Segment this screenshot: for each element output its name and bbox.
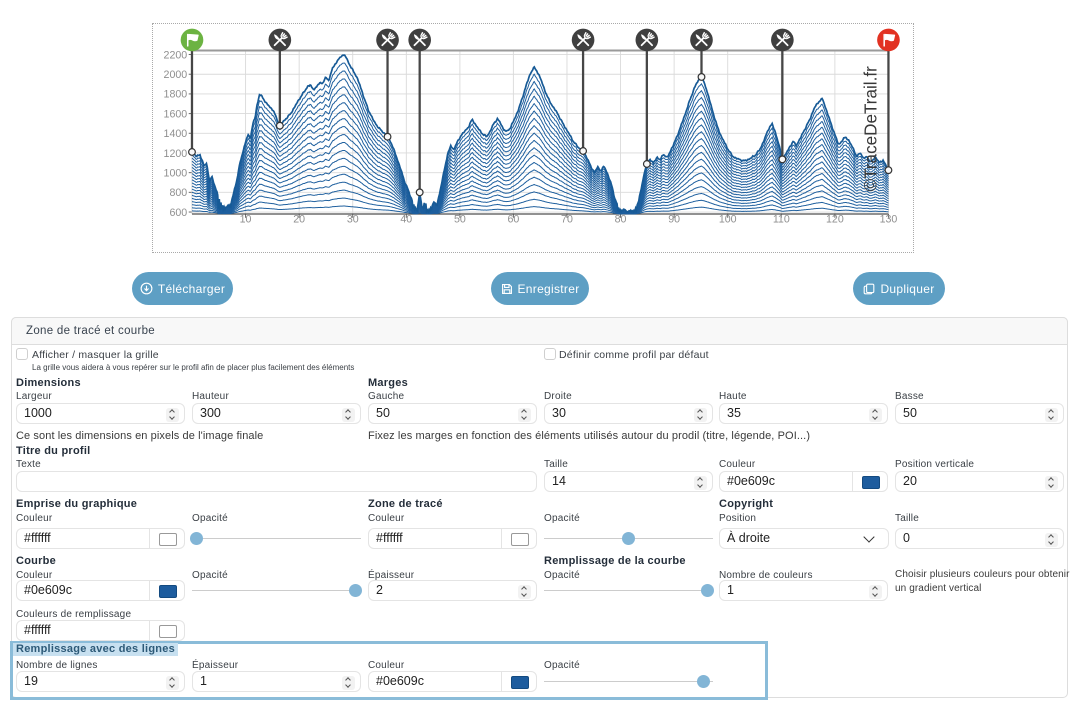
svg-text:©TraceDeTrail.fr: ©TraceDeTrail.fr [862, 66, 881, 192]
svg-text:800: 800 [169, 187, 187, 199]
svg-text:2000: 2000 [164, 69, 188, 81]
svg-text:20: 20 [293, 213, 305, 225]
svg-text:80: 80 [615, 213, 627, 225]
svg-text:60: 60 [507, 213, 519, 225]
svg-text:110: 110 [773, 213, 790, 225]
svg-text:70: 70 [561, 213, 573, 225]
svg-text:600: 600 [169, 207, 187, 219]
svg-text:30: 30 [347, 213, 359, 225]
svg-text:120: 120 [826, 213, 844, 225]
svg-text:100: 100 [719, 213, 737, 225]
svg-text:1200: 1200 [164, 148, 188, 160]
svg-text:1000: 1000 [164, 167, 188, 179]
svg-text:1800: 1800 [164, 89, 188, 101]
svg-text:10: 10 [240, 213, 252, 225]
svg-text:50: 50 [454, 213, 466, 225]
svg-text:1600: 1600 [164, 108, 188, 120]
svg-text:90: 90 [668, 213, 680, 225]
svg-text:1400: 1400 [164, 128, 188, 140]
svg-text:40: 40 [400, 213, 412, 225]
svg-text:130: 130 [880, 213, 898, 225]
svg-text:2200: 2200 [164, 49, 188, 61]
